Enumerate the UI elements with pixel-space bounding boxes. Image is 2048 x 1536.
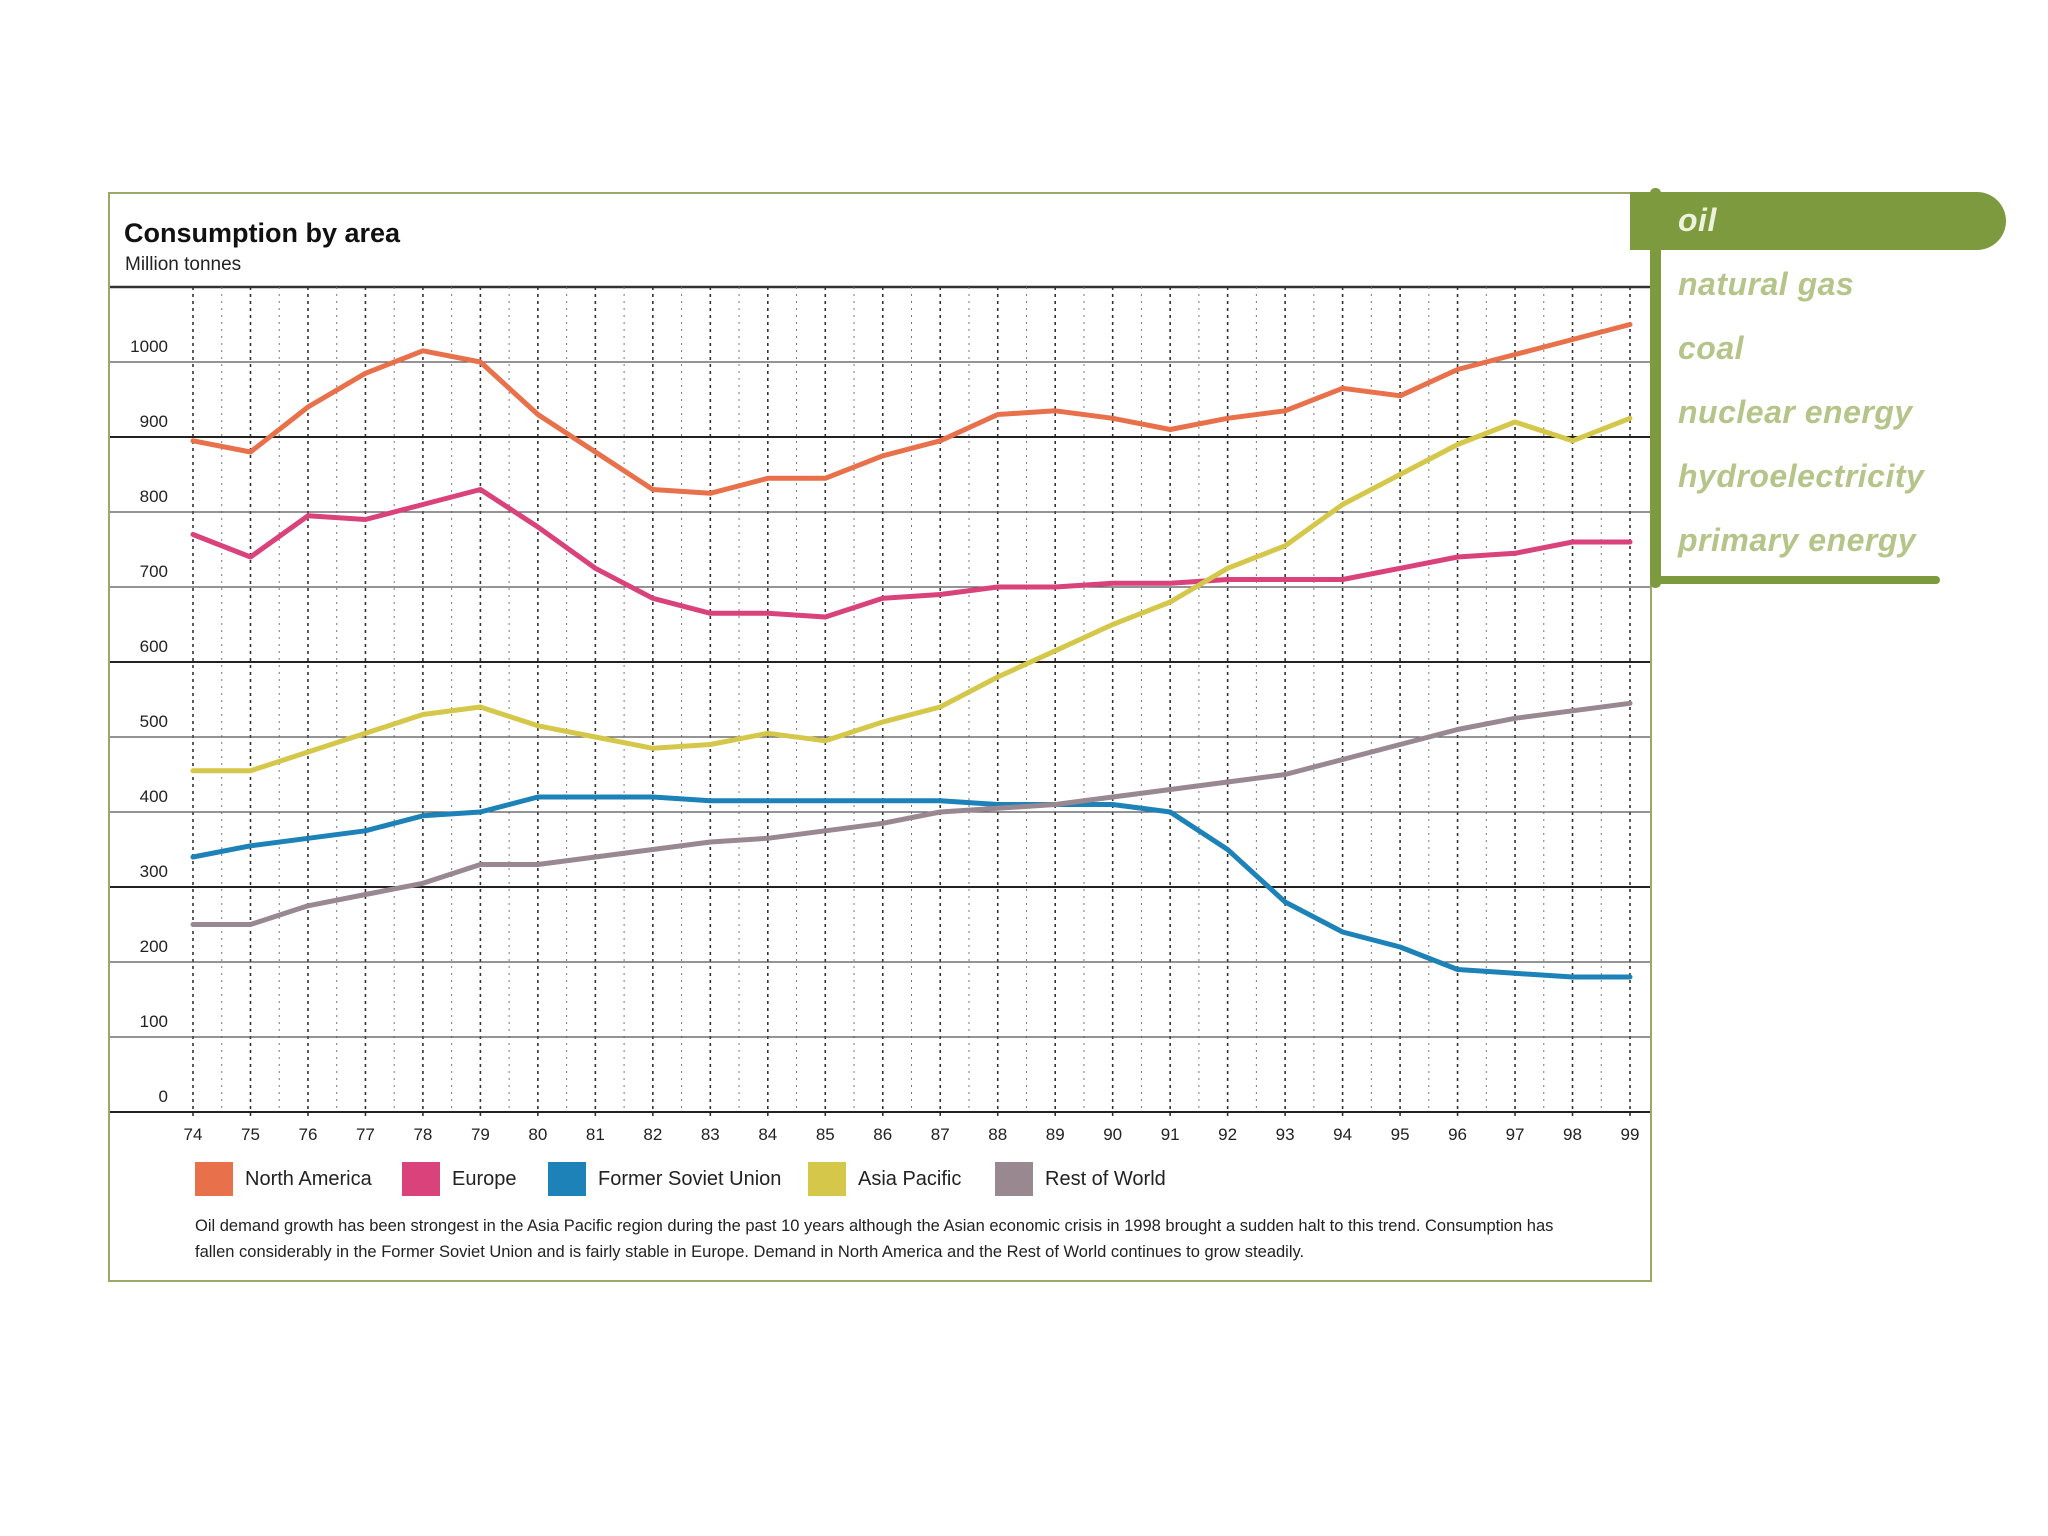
y-tick-label: 200 [140,937,168,956]
x-tick-label: 75 [241,1125,260,1144]
x-tick-label: 99 [1621,1125,1640,1144]
y-tick-label: 100 [140,1012,168,1031]
y-tick-label: 300 [140,862,168,881]
x-tick-label: 94 [1333,1125,1352,1144]
x-tick-label: 82 [643,1125,662,1144]
y-tick-label: 600 [140,637,168,656]
x-tick-label: 84 [758,1125,777,1144]
legend-label: Rest of World [1045,1167,1166,1190]
x-tick-label: 93 [1276,1125,1295,1144]
tab-coal[interactable]: coal [1678,330,1745,366]
x-tick-label: 92 [1218,1125,1237,1144]
tab-oil[interactable]: oil [1678,202,1717,238]
chart-subtitle: Million tonnes [125,254,242,275]
chart-caption: Oil demand growth has been strongest in … [195,1217,1554,1261]
tab-oil-highlight[interactable] [1630,192,2006,250]
legend-swatch [995,1162,1033,1196]
tab-stem [1650,188,1661,588]
y-tick-label: 700 [140,562,168,581]
x-tick-label: 95 [1391,1125,1410,1144]
y-tick-label: 800 [140,487,168,506]
tab-base [1650,576,1940,584]
legend-swatch [402,1162,440,1196]
x-tick-label: 79 [471,1125,490,1144]
legend-item: North America [195,1160,372,1198]
x-tick-label: 77 [356,1125,375,1144]
x-tick-label: 97 [1506,1125,1525,1144]
y-tick-label: 900 [140,412,168,431]
legend-swatch [808,1162,846,1196]
x-tick-label: 98 [1563,1125,1582,1144]
legend-item: Former Soviet Union [548,1160,781,1198]
x-tick-label: 81 [586,1125,605,1144]
x-tick-label: 89 [1046,1125,1065,1144]
x-tick-label: 91 [1161,1125,1180,1144]
legend-item: Asia Pacific [808,1160,961,1198]
legend-swatch [548,1162,586,1196]
chart-title: Consumption by area [124,218,401,248]
x-tick-label: 96 [1448,1125,1467,1144]
y-tick-label: 400 [140,787,168,806]
y-tick-label: 1000 [130,337,168,356]
x-tick-label: 86 [873,1125,892,1144]
chart-frame-right-border [1650,560,1652,1282]
legend-label: North America [245,1167,372,1190]
series-line-former-soviet-union [190,794,1633,980]
legend-item: Europe [402,1160,517,1198]
tab-hydroelectricity[interactable]: hydroelectricity [1678,458,1925,494]
energy-tabs: oil natural gas coal nuclear energy hydr… [1630,188,2010,588]
x-tick-label: 76 [298,1125,317,1144]
x-tick-label: 87 [931,1125,950,1144]
x-tick-label: 74 [184,1125,203,1144]
legend-item: Rest of World [995,1160,1166,1198]
x-tick-label: 83 [701,1125,720,1144]
legend-label: Europe [452,1167,517,1190]
x-tick-label: 90 [1103,1125,1122,1144]
legend-swatch [195,1162,233,1196]
x-tick-label: 88 [988,1125,1007,1144]
series-line-asia-pacific [190,415,1633,774]
series-line-north-america [190,322,1633,496]
x-tick-label: 78 [413,1125,432,1144]
tab-natural-gas[interactable]: natural gas [1678,266,1855,302]
y-tick-label: 0 [159,1087,168,1106]
x-tick-label: 85 [816,1125,835,1144]
legend-label: Former Soviet Union [598,1167,782,1190]
y-tick-label: 500 [140,712,168,731]
tab-nuclear-energy[interactable]: nuclear energy [1678,394,1913,430]
series-line-europe [190,487,1633,620]
x-tick-label: 80 [528,1125,547,1144]
tab-primary-energy[interactable]: primary energy [1678,522,1917,558]
legend-label: Asia Pacific [858,1167,962,1190]
series-line-rest-of-world [190,700,1633,927]
